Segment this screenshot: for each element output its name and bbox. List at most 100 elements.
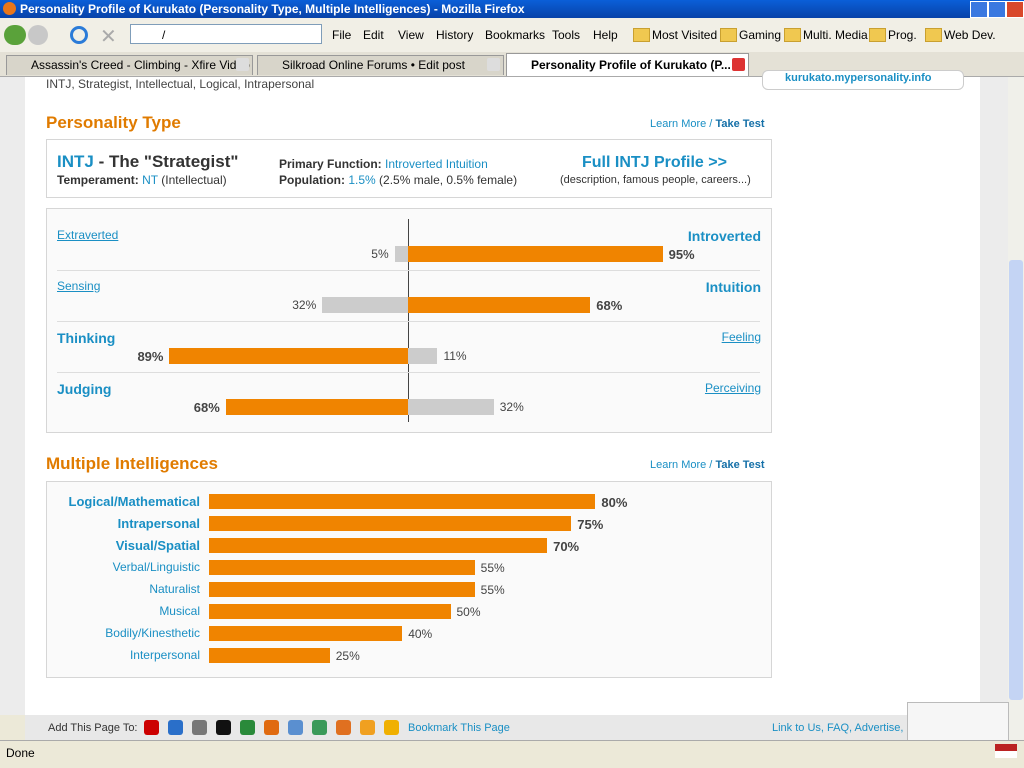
learn-more[interactable]: Learn More / Take Test bbox=[650, 118, 765, 130]
address-bar[interactable] bbox=[130, 24, 322, 44]
bookmark-service-icon[interactable] bbox=[240, 720, 255, 735]
learn-more-link[interactable]: Learn More / bbox=[650, 118, 713, 130]
bar bbox=[408, 348, 438, 364]
temperament-value[interactable]: NT bbox=[142, 173, 158, 187]
bar bbox=[209, 516, 572, 531]
value-label: 40% bbox=[408, 627, 433, 641]
bookmark-service-icon[interactable] bbox=[264, 720, 279, 735]
value-label: 89% bbox=[137, 349, 164, 364]
tab[interactable] bbox=[506, 53, 749, 76]
profile-link[interactable]: Full INTJ Profile >> bbox=[582, 154, 727, 171]
value-label: 80% bbox=[601, 495, 628, 510]
menu-item[interactable]: History bbox=[436, 28, 474, 42]
tab-title[interactable]: Assassin's Creed - Climbing - Xfire Vide… bbox=[31, 58, 250, 72]
menu-item[interactable]: File bbox=[332, 28, 352, 42]
intelligence-label[interactable]: Naturalist bbox=[149, 582, 200, 596]
site-box bbox=[762, 70, 964, 90]
primary-function: Primary Function: Introverted Intuition bbox=[279, 157, 488, 171]
type-code: INTJ bbox=[57, 152, 94, 171]
bar bbox=[209, 604, 451, 619]
menu-item[interactable]: Edit bbox=[363, 28, 384, 42]
bookmark-service-icon[interactable] bbox=[168, 720, 183, 735]
status-text: Done bbox=[6, 746, 35, 760]
population-label: Population: bbox=[279, 173, 345, 187]
bookmark-item[interactable]: Gaming bbox=[739, 28, 782, 42]
left-label: Judging bbox=[57, 381, 112, 397]
menu-item[interactable]: View bbox=[398, 28, 424, 42]
tab-title[interactable]: Silkroad Online Forums • Edit post bbox=[282, 58, 465, 72]
right-label: Perceiving bbox=[704, 381, 761, 395]
scroll-thumb[interactable] bbox=[1009, 260, 1023, 700]
left-label: Thinking bbox=[57, 330, 116, 346]
bar bbox=[225, 399, 408, 415]
intelligence-label[interactable]: Intrapersonal bbox=[117, 516, 200, 531]
maximize-button[interactable] bbox=[988, 1, 1006, 18]
tab-title[interactable]: Personality Profile of Kurukato (P... bbox=[531, 58, 731, 72]
bookmark-service-icon[interactable] bbox=[288, 720, 303, 735]
status-bar bbox=[0, 740, 1024, 768]
value-label: 5% bbox=[371, 247, 389, 261]
intelligence-label[interactable]: Bodily/Kinesthetic bbox=[105, 626, 200, 640]
bar bbox=[209, 626, 403, 641]
value-label: 55% bbox=[480, 561, 505, 575]
bookmark-icon bbox=[784, 28, 801, 42]
dichotomy-box bbox=[46, 208, 772, 433]
population-value: 1.5% bbox=[348, 173, 376, 187]
forward-button[interactable] bbox=[28, 25, 48, 45]
bookmark-service-icon[interactable] bbox=[336, 720, 351, 735]
value-label: 95% bbox=[668, 247, 695, 262]
menu-item[interactable]: Help bbox=[593, 28, 618, 42]
tab-close[interactable] bbox=[732, 58, 745, 71]
tab-close[interactable] bbox=[236, 58, 249, 71]
back-button[interactable] bbox=[4, 25, 26, 45]
window-title: Personality Profile of Kurukato (Persona… bbox=[20, 2, 525, 16]
primary-value[interactable]: Introverted Intuition bbox=[385, 157, 488, 171]
reload-button[interactable] bbox=[70, 26, 88, 44]
type-summary-box bbox=[46, 139, 772, 198]
bar bbox=[169, 348, 408, 364]
menu-item[interactable]: Bookmarks bbox=[485, 28, 546, 42]
flag-icon bbox=[995, 744, 1017, 758]
intelligence-label[interactable]: Interpersonal bbox=[129, 648, 200, 662]
bookmark-item[interactable]: Most Visited bbox=[652, 28, 718, 42]
tab[interactable] bbox=[6, 55, 253, 75]
minimize-button[interactable] bbox=[970, 1, 988, 18]
bookmark-service-icon[interactable] bbox=[216, 720, 231, 735]
stop-button[interactable]: ✕ bbox=[100, 26, 117, 48]
value-label: 68% bbox=[193, 400, 220, 415]
bookmark-service-icon[interactable] bbox=[144, 720, 159, 735]
intelligence-label[interactable]: Verbal/Linguistic bbox=[112, 560, 200, 574]
tab-close[interactable] bbox=[487, 58, 500, 71]
temperament: Temperament: NT (Intellectual) bbox=[57, 173, 227, 187]
intelligence-label[interactable]: Visual/Spatial bbox=[115, 538, 200, 553]
learn-more[interactable]: Learn More / Take Test bbox=[650, 459, 765, 471]
bookmark-service-icon[interactable] bbox=[360, 720, 375, 735]
bookmark-item[interactable]: Web Dev. bbox=[944, 28, 996, 42]
menu-item[interactable]: Tools bbox=[552, 28, 581, 42]
bookmark-icon bbox=[869, 28, 886, 42]
bar bbox=[408, 246, 663, 262]
bookmark-link[interactable]: Bookmark This Page bbox=[408, 722, 510, 734]
bookmark-service-icon[interactable] bbox=[384, 720, 399, 735]
bookmark-icon bbox=[925, 28, 942, 42]
page-footer bbox=[25, 715, 1008, 740]
bookmark-item[interactable]: Prog. bbox=[888, 28, 917, 42]
close-button[interactable] bbox=[1006, 1, 1024, 18]
tab[interactable] bbox=[257, 55, 504, 75]
intelligence-label[interactable]: Musical bbox=[159, 604, 200, 618]
bookmark-service-icon[interactable] bbox=[312, 720, 327, 735]
take-test-link[interactable]: Take Test bbox=[715, 459, 765, 471]
bookmark-item[interactable]: Multi. Media bbox=[803, 28, 868, 42]
center-line bbox=[408, 219, 409, 422]
take-test-link[interactable]: Take Test bbox=[715, 118, 765, 130]
value-label: 32% bbox=[292, 298, 317, 312]
overlay-widget bbox=[907, 702, 1009, 742]
intelligence-label[interactable]: Logical/Mathematical bbox=[68, 494, 200, 509]
value-label: 75% bbox=[577, 517, 604, 532]
value-label: 50% bbox=[456, 605, 481, 619]
learn-more-link[interactable]: Learn More / bbox=[650, 459, 713, 471]
site-link[interactable]: kurukato.mypersonality.info bbox=[785, 72, 932, 84]
bookmark-service-icon[interactable] bbox=[192, 720, 207, 735]
population-note: (2.5% male, 0.5% female) bbox=[379, 173, 518, 187]
